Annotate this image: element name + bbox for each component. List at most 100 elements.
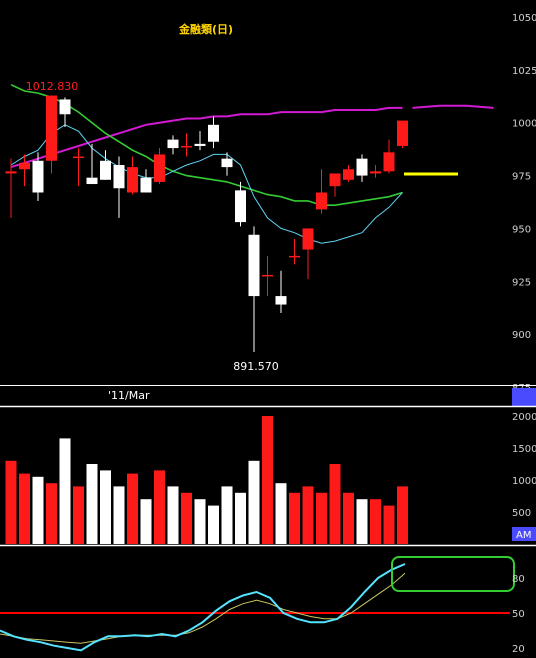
- volume-bar: [5, 460, 17, 544]
- volume-bar: [113, 486, 125, 544]
- volume-bar: [221, 486, 233, 544]
- volume-bar: [370, 499, 381, 544]
- volume-bar: [275, 483, 287, 544]
- stochastic-k-series: [0, 563, 406, 652]
- candle-body: [302, 228, 314, 250]
- ma-long-series: [10, 106, 403, 169]
- volume-bar: [100, 470, 111, 544]
- candle-body: [275, 296, 287, 305]
- volume-bar: [302, 486, 314, 544]
- volume-bar: [127, 473, 138, 544]
- volume-bars: [5, 416, 408, 544]
- candle-body: [32, 160, 44, 193]
- volume-bar: [208, 505, 219, 544]
- price-tick-label: 1000: [512, 119, 536, 130]
- candle-body: [59, 99, 71, 115]
- volume-bar: [248, 460, 260, 544]
- volume-bar: [343, 492, 354, 544]
- volume-bar: [73, 486, 84, 544]
- stochastic-axis: 80 50 20: [512, 574, 525, 655]
- candle-body: [181, 145, 192, 148]
- stochastic-highlight-box: [391, 556, 515, 592]
- volume-bar: [86, 464, 98, 544]
- candle-body: [73, 156, 84, 159]
- candle-body: [154, 154, 165, 182]
- ma-long-line: [10, 104, 494, 169]
- scroll-indicator[interactable]: [512, 388, 536, 406]
- volume-bar: [181, 492, 192, 544]
- ma-short-series: [10, 124, 403, 244]
- low-price-label: 891.570: [233, 360, 279, 373]
- price-tick-label: 950: [512, 224, 531, 235]
- volume-bar: [289, 492, 300, 544]
- candle-body: [397, 120, 408, 146]
- stochastic-tick-label: 20: [512, 644, 525, 655]
- volume-bar: [154, 470, 165, 544]
- stochastic-k-line: [0, 563, 406, 652]
- price-tick-label: 900: [512, 330, 531, 341]
- volume-tick-label: 500: [512, 508, 531, 519]
- volume-bar: [397, 486, 408, 544]
- date-label: '11/Mar: [108, 389, 150, 402]
- volume-bar: [32, 476, 44, 544]
- volume-bar: [167, 486, 179, 544]
- candle-body: [208, 124, 219, 142]
- candle-body: [113, 165, 125, 189]
- candle-body: [100, 160, 111, 180]
- ma-mid-series: [10, 83, 403, 206]
- ma-long-extension: [412, 104, 494, 109]
- candlesticks: [5, 95, 408, 352]
- volume-tick-label: 1500: [512, 444, 536, 455]
- ma-mid-line: [10, 83, 403, 206]
- candle-body: [316, 192, 327, 210]
- volume-bar: [356, 499, 368, 544]
- candle-body: [289, 255, 300, 258]
- volume-bar: [194, 499, 206, 544]
- volume-bar: [19, 473, 30, 544]
- candle-body: [19, 162, 30, 170]
- candle-body: [370, 171, 381, 174]
- candle-body: [5, 171, 17, 174]
- price-tick-label: 1050: [512, 13, 536, 24]
- stochastic-panel: 80 50 20: [0, 556, 525, 655]
- stochastic-tick-label: 80: [512, 574, 525, 585]
- price-tick-label: 975: [512, 172, 531, 183]
- volume-bar: [59, 438, 71, 544]
- candle-body: [343, 169, 354, 180]
- volume-tick-label: 1000: [512, 476, 536, 487]
- volume-bar: [316, 492, 327, 544]
- chart-title: 金融類(日): [178, 22, 233, 36]
- price-panel: 金融類(日) 1012.830 891.570 1050 1025 1000 975 9…: [5, 13, 536, 394]
- candle-body: [140, 177, 152, 193]
- volume-bar: [235, 492, 246, 544]
- volume-bar: [46, 483, 57, 544]
- ma-short-line: [10, 124, 403, 244]
- price-tick-label: 1025: [512, 66, 536, 77]
- candle-body: [167, 139, 179, 149]
- volume-axis: 2000 1500 1000 500: [512, 412, 536, 519]
- candle-body: [329, 173, 341, 187]
- candle-body: [356, 158, 368, 176]
- volume-bar: [329, 464, 341, 544]
- am-badge[interactable]: [512, 527, 536, 541]
- candle-body: [383, 152, 395, 172]
- candle-body: [194, 143, 206, 146]
- price-tick-label: 925: [512, 277, 531, 288]
- candle-body: [86, 177, 98, 185]
- stochastic-tick-label: 50: [512, 609, 525, 620]
- volume-bar: [262, 416, 273, 544]
- candle-body: [248, 234, 260, 297]
- volume-bar: [140, 499, 152, 544]
- volume-panel: 2000 1500 1000 500 AM: [5, 412, 536, 544]
- candle-body: [127, 167, 138, 193]
- candle-body: [221, 158, 233, 168]
- volume-tick-label: 2000: [512, 412, 536, 423]
- volume-bar: [383, 505, 395, 544]
- candle-body: [262, 274, 273, 277]
- candle-body: [235, 190, 246, 223]
- am-badge-label: AM: [516, 530, 531, 541]
- candle-body: [46, 95, 57, 161]
- high-price-label: 1012.830: [26, 80, 79, 93]
